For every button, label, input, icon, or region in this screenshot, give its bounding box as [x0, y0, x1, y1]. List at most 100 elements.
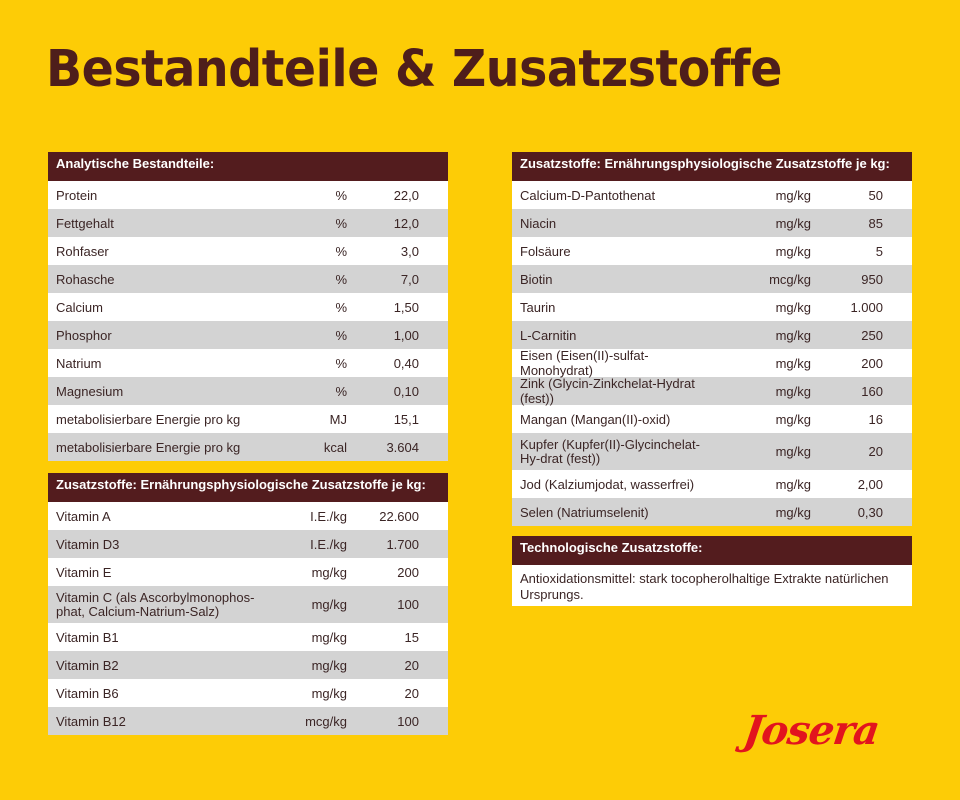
- row-unit: mg/kg: [775, 504, 811, 520]
- row-name: Vitamin B2: [56, 657, 119, 673]
- minerals-table: Zusatzstoffe: Ernährungsphysiologische Z…: [512, 152, 912, 526]
- table-row: Vitamin C (als Ascorbylmonophos-phat, Ca…: [48, 586, 448, 623]
- row-name: Vitamin D3: [56, 536, 120, 552]
- josera-logo: Josera: [740, 707, 882, 754]
- table-row: Biotin mcg/kg 950: [512, 265, 912, 293]
- row-name: Calcium: [56, 299, 103, 315]
- row-name: Niacin: [520, 215, 557, 231]
- row-value: 22.600: [379, 508, 419, 524]
- table-row: Rohfaser% 3,0: [48, 237, 448, 265]
- row-unit: mg/kg: [775, 187, 811, 203]
- row-name: metabolisierbare Energie pro kg: [56, 411, 241, 427]
- row-value: 7,0: [400, 271, 419, 287]
- row-name: Mangan (Mangan(II)-oxid): [520, 411, 671, 427]
- table-row: Niacin mg/kg 85: [512, 209, 912, 237]
- row-unit: mcg/kg: [769, 271, 811, 287]
- row-unit: %: [335, 355, 347, 371]
- row-name: Vitamin B6: [56, 685, 119, 701]
- row-unit: mg/kg: [311, 657, 347, 673]
- table-row: Mangan (Mangan(II)-oxid) mg/kg 16: [512, 405, 912, 433]
- row-value: 0,30: [857, 504, 883, 520]
- minerals-rows: Calcium-D-Pantothenat mg/kg 50 Niacin mg/kg…: [512, 181, 912, 526]
- row-unit: mg/kg: [311, 685, 347, 701]
- row-unit: mg/kg: [775, 444, 811, 459]
- row-name: Vitamin B12: [56, 713, 126, 729]
- row-unit: %: [335, 299, 347, 315]
- row-unit: mg/kg: [775, 355, 811, 371]
- row-name: Protein: [56, 187, 98, 203]
- row-name: Phosphor: [56, 327, 112, 343]
- row-unit: mg/kg: [775, 383, 811, 399]
- table-row: Selen (Natriumselenit) mg/kg 0,30: [512, 498, 912, 526]
- table-row: Kupfer (Kupfer(II)-Glycinchelat-Hy-drat …: [512, 433, 912, 470]
- page-title: Bestandteile & Zusatzstoffe: [46, 40, 782, 99]
- row-value: 1.000: [850, 299, 883, 315]
- table-row: Calcium-D-Pantothenat mg/kg 50: [512, 181, 912, 209]
- row-value: 100: [397, 713, 419, 729]
- vitamins-table: Zusatzstoffe: Ernährungsphysiologische Z…: [48, 473, 448, 735]
- row-unit: %: [335, 327, 347, 343]
- row-unit: I.E./kg: [310, 508, 347, 524]
- row-value: 16: [868, 411, 883, 427]
- row-unit: kcal: [323, 439, 347, 455]
- row-value: 950: [861, 271, 883, 287]
- row-value: 200: [861, 355, 883, 371]
- row-unit: mg/kg: [311, 564, 347, 580]
- table-row: Eisen (Eisen(II)-sulfat-Monohydrat) mg/kg…: [512, 348, 912, 378]
- row-value: 0,10: [393, 383, 419, 399]
- row-name: Vitamin B1: [56, 629, 119, 645]
- table-row: Folsäure mg/kg 5: [512, 237, 912, 265]
- table-row: Rohasche% 7,0: [48, 265, 448, 293]
- row-value: 85: [868, 215, 883, 231]
- table-row: L-Carnitin mg/kg 250: [512, 321, 912, 349]
- table-row: Jod (Kalziumjodat, wasserfrei) mg/kg 2,00: [512, 470, 912, 498]
- row-unit: %: [335, 243, 347, 259]
- minerals-table-header: Zusatzstoffe: Ernährungsphysiologische Z…: [512, 152, 912, 181]
- row-unit: I.E./kg: [310, 536, 347, 552]
- row-value: 5: [875, 243, 883, 259]
- table-row: Vitamin B2 mg/kg 20: [48, 651, 448, 679]
- table-row: Vitamin D3 I.E./kg 1.700: [48, 530, 448, 558]
- row-value: 0,40: [393, 355, 419, 371]
- row-unit: mg/kg: [311, 629, 347, 645]
- table-row: Vitamin B1 mg/kg 15: [48, 623, 448, 651]
- row-value: 20: [404, 657, 419, 673]
- row-value: 250: [861, 327, 883, 343]
- technological-table: Technologische Zusatzstoffe: Antioxidati…: [512, 536, 912, 606]
- row-name: Biotin: [520, 271, 553, 287]
- row-value: 50: [868, 187, 883, 203]
- row-name: Magnesium: [56, 383, 124, 399]
- row-value: 160: [861, 383, 883, 399]
- table-row: Taurin mg/kg 1.000: [512, 293, 912, 321]
- table-row: Magnesium% 0,10: [48, 377, 448, 405]
- row-name: Vitamin E: [56, 564, 112, 580]
- row-name: Rohasche: [56, 271, 115, 287]
- row-name: Kupfer (Kupfer(II)-Glycinchelat-Hy-drat …: [520, 436, 700, 466]
- row-value: 20: [404, 685, 419, 701]
- analytic-rows: Protein% 22,0 Fettgehalt% 12,0 Rohfaser% 3,…: [48, 181, 448, 461]
- row-unit: %: [335, 383, 347, 399]
- row-value: 3.604: [386, 439, 419, 455]
- row-unit: mg/kg: [775, 411, 811, 427]
- row-value: 2,00: [857, 476, 883, 492]
- row-unit: mg/kg: [775, 243, 811, 259]
- row-value: 12,0: [393, 215, 419, 231]
- table-row: Vitamin B12 mcg/kg 100: [48, 707, 448, 735]
- row-value: 1.700: [386, 536, 419, 552]
- table-row: Natrium% 0,40: [48, 349, 448, 377]
- row-value: 200: [397, 564, 419, 580]
- analytic-table: Analytische Bestandteile: Protein% 22,0 F…: [48, 152, 448, 461]
- table-row: Protein% 22,0: [48, 181, 448, 209]
- row-value: 1,00: [393, 327, 419, 343]
- row-value: 20: [868, 444, 883, 459]
- table-row: metabolisierbare Energie pro kg MJ 15,1: [48, 405, 448, 433]
- row-value: 100: [397, 597, 419, 612]
- row-value: 22,0: [393, 187, 419, 203]
- row-value: 3,0: [400, 243, 419, 259]
- row-unit: MJ: [329, 411, 347, 427]
- row-unit: mg/kg: [775, 299, 811, 315]
- row-name: Folsäure: [520, 243, 571, 259]
- row-unit: mg/kg: [775, 215, 811, 231]
- analytic-table-header: Analytische Bestandteile:: [48, 152, 448, 181]
- row-unit: mg/kg: [311, 597, 347, 612]
